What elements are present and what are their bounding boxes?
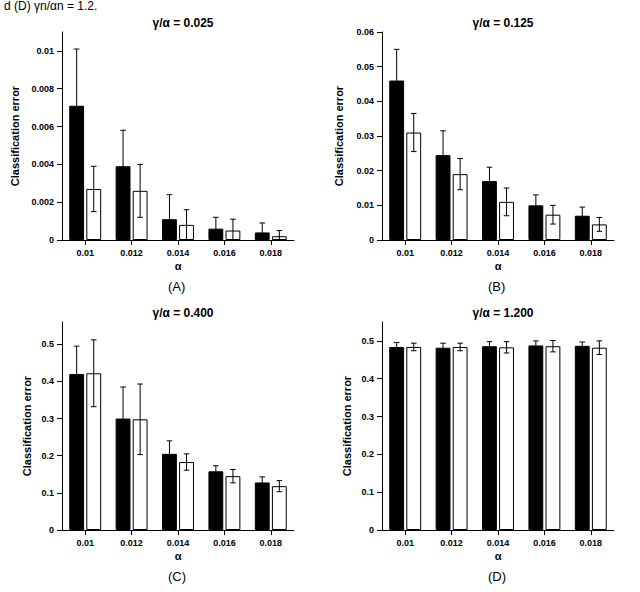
svg-text:0.01: 0.01 xyxy=(36,46,54,56)
svg-text:0.014: 0.014 xyxy=(487,538,510,548)
svg-text:γ/α = 1.200: γ/α = 1.200 xyxy=(472,306,533,320)
svg-text:0.02: 0.02 xyxy=(356,166,374,176)
svg-text:0.05: 0.05 xyxy=(356,62,374,72)
svg-text:0.01: 0.01 xyxy=(396,538,414,548)
svg-text:0: 0 xyxy=(369,525,374,535)
svg-text:0.008: 0.008 xyxy=(31,84,54,94)
svg-text:0.006: 0.006 xyxy=(31,122,54,132)
svg-text:0: 0 xyxy=(49,235,54,245)
svg-text:Classification error: Classification error xyxy=(333,85,345,186)
svg-text:0: 0 xyxy=(49,525,54,535)
svg-text:0.2: 0.2 xyxy=(41,451,54,461)
svg-text:0.2: 0.2 xyxy=(361,449,374,459)
svg-text:(B): (B) xyxy=(488,279,505,294)
svg-text:0.4: 0.4 xyxy=(41,376,54,386)
svg-text:Classification error: Classification error xyxy=(341,375,353,476)
svg-text:0.1: 0.1 xyxy=(41,488,54,498)
svg-text:α: α xyxy=(175,550,182,562)
svg-text:Classification error: Classification error xyxy=(21,375,33,476)
svg-text:(C): (C) xyxy=(168,569,186,584)
svg-text:0.012: 0.012 xyxy=(440,538,463,548)
svg-text:0.5: 0.5 xyxy=(361,336,374,346)
svg-text:0.3: 0.3 xyxy=(41,414,54,424)
svg-text:0.012: 0.012 xyxy=(120,248,143,258)
svg-text:α: α xyxy=(495,550,502,562)
svg-text:0.01: 0.01 xyxy=(356,200,374,210)
svg-text:0.1: 0.1 xyxy=(361,487,374,497)
svg-text:0: 0 xyxy=(369,235,374,245)
svg-text:0.016: 0.016 xyxy=(213,538,236,548)
svg-text:0.016: 0.016 xyxy=(213,248,236,258)
svg-text:(A): (A) xyxy=(168,279,185,294)
svg-text:α: α xyxy=(175,260,182,272)
svg-text:γ/α = 0.125: γ/α = 0.125 xyxy=(472,16,533,30)
svg-text:0.014: 0.014 xyxy=(167,248,190,258)
svg-text:d (D) γn/αn = 1.2.: d (D) γn/αn = 1.2. xyxy=(4,0,97,13)
svg-text:0.016: 0.016 xyxy=(533,248,556,258)
svg-text:Classification error: Classification error xyxy=(9,85,21,186)
svg-text:0.018: 0.018 xyxy=(260,248,283,258)
svg-text:0.014: 0.014 xyxy=(487,248,510,258)
svg-text:γ/α = 0.025: γ/α = 0.025 xyxy=(152,16,213,30)
svg-text:(D): (D) xyxy=(488,569,506,584)
svg-text:0.06: 0.06 xyxy=(356,27,374,37)
svg-text:0.004: 0.004 xyxy=(31,159,54,169)
svg-text:0.3: 0.3 xyxy=(361,412,374,422)
svg-text:0.4: 0.4 xyxy=(361,374,374,384)
svg-text:0.002: 0.002 xyxy=(31,197,54,207)
svg-text:γ/α = 0.400: γ/α = 0.400 xyxy=(152,306,213,320)
svg-text:0.012: 0.012 xyxy=(120,538,143,548)
svg-text:0.5: 0.5 xyxy=(41,339,54,349)
svg-text:0.016: 0.016 xyxy=(533,538,556,548)
svg-text:0.018: 0.018 xyxy=(580,248,603,258)
svg-text:α: α xyxy=(495,260,502,272)
svg-text:0.018: 0.018 xyxy=(580,538,603,548)
svg-text:0.01: 0.01 xyxy=(76,538,94,548)
svg-text:0.03: 0.03 xyxy=(356,131,374,141)
svg-text:0.04: 0.04 xyxy=(356,96,374,106)
svg-text:0.01: 0.01 xyxy=(76,248,94,258)
svg-text:0.01: 0.01 xyxy=(396,248,414,258)
svg-text:0.012: 0.012 xyxy=(440,248,463,258)
svg-text:0.014: 0.014 xyxy=(167,538,190,548)
svg-text:0.018: 0.018 xyxy=(260,538,283,548)
